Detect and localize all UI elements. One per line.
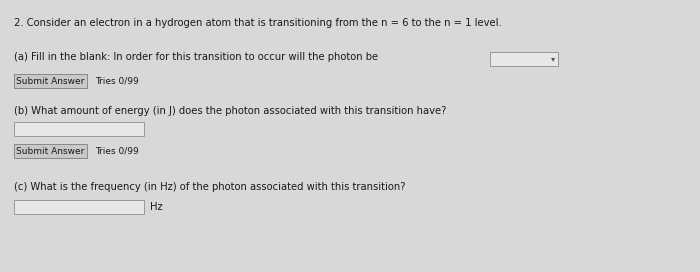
Text: (c) What is the frequency (in Hz) of the photon associated with this transition?: (c) What is the frequency (in Hz) of the… xyxy=(14,182,405,192)
FancyBboxPatch shape xyxy=(490,52,558,66)
Text: (a) Fill in the blank: In order for this transition to occur will the photon be: (a) Fill in the blank: In order for this… xyxy=(14,52,378,62)
Text: Submit Answer: Submit Answer xyxy=(16,147,85,156)
FancyBboxPatch shape xyxy=(14,122,144,136)
Text: Submit Answer: Submit Answer xyxy=(16,76,85,85)
Text: ▾: ▾ xyxy=(551,54,555,63)
FancyBboxPatch shape xyxy=(14,144,87,158)
FancyBboxPatch shape xyxy=(14,74,87,88)
FancyBboxPatch shape xyxy=(14,200,144,214)
Text: Hz: Hz xyxy=(150,202,162,212)
Text: 2. Consider an electron in a hydrogen atom that is transitioning from the n = 6 : 2. Consider an electron in a hydrogen at… xyxy=(14,18,502,28)
Text: Tries 0/99: Tries 0/99 xyxy=(95,147,139,156)
Text: (b) What amount of energy (in J) does the photon associated with this transition: (b) What amount of energy (in J) does th… xyxy=(14,106,447,116)
Text: Tries 0/99: Tries 0/99 xyxy=(95,76,139,85)
